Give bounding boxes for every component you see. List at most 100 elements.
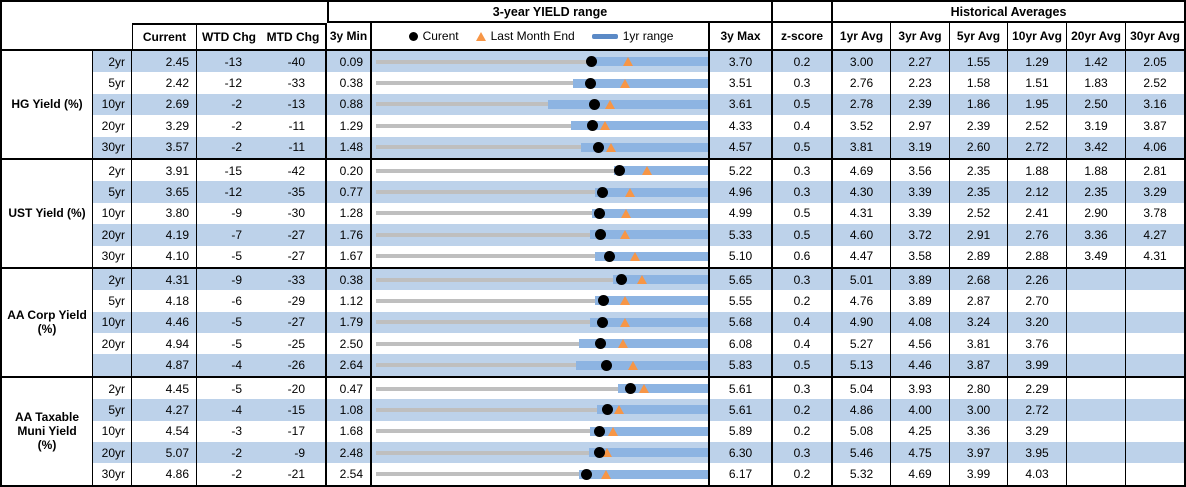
range-line-3y xyxy=(376,232,704,237)
cell-current: 4.46 xyxy=(132,311,197,334)
cell-z-score: 0.5 xyxy=(773,224,833,246)
cell-3y-max: 5.10 xyxy=(710,245,773,267)
cell-avg-10yr: 2.88 xyxy=(1008,245,1067,267)
cell-wtd-chg: -5 xyxy=(231,249,242,264)
current-marker-icon xyxy=(598,295,610,307)
cell-wtd-chg: -2 xyxy=(231,140,242,155)
cell-current: 4.27 xyxy=(132,399,197,421)
current-marker-icon xyxy=(616,274,628,286)
cell-avg-3yr: 2.97 xyxy=(891,115,950,137)
cell-avg-10yr: 1.88 xyxy=(1008,159,1067,182)
header-blank-left xyxy=(2,2,327,23)
legend-1yr-range-item: 1yr range xyxy=(591,29,673,43)
cell-avg-1yr: 5.46 xyxy=(833,442,891,464)
cell-wtd-chg: -5 xyxy=(231,381,242,396)
range-bar-1yr xyxy=(617,384,708,394)
range-bar-1yr xyxy=(597,405,708,415)
cell-3y-min: 1.79 xyxy=(327,311,372,334)
cell-3y-min: 1.29 xyxy=(327,115,372,137)
current-marker-icon xyxy=(585,77,597,89)
col-header-3y-min: 3y Min xyxy=(327,23,372,49)
cell-avg-3yr: 3.72 xyxy=(891,224,950,246)
table-row: 20yr 3.29 -2 -11 1.29 4.33 0.4 3.52 2.97 2.39 2.52… xyxy=(93,115,1184,137)
cell-z-score: 0.4 xyxy=(773,115,833,137)
section-rows: 2yr 3.91 -15 -42 0.20 5.22 0.3 4.69 3.56 2.35 1.88… xyxy=(93,159,1184,267)
cell-avg-1yr: 4.86 xyxy=(833,399,891,421)
cell-avg-3yr: 3.39 xyxy=(891,181,950,203)
range-line-3y xyxy=(376,254,704,259)
cell-z-score: 0.5 xyxy=(773,202,833,225)
cell-avg-30yr: 2.81 xyxy=(1143,163,1167,178)
cell-z-score: 0.3 xyxy=(773,181,833,203)
cell-tenor: 30yr xyxy=(93,136,132,158)
cell-mtd-chg: -27 xyxy=(262,224,327,246)
yield-section: AA Corp Yield (%) 2yr 4.31 -9 -33 0.38 5.65 0.3… xyxy=(2,266,1184,376)
cell-avg-3yr: 4.08 xyxy=(891,311,950,334)
range-bar-1yr xyxy=(590,426,708,436)
cell-avg-30yr: 4.31 xyxy=(1143,249,1167,264)
cell-avg-3yr: 2.23 xyxy=(891,72,950,94)
table-row: 2yr 4.45 -5 -20 0.47 5.61 0.3 5.04 3.93 2.80 2.29 xyxy=(93,377,1184,400)
current-marker-icon xyxy=(613,165,625,177)
cell-3y-min: 0.20 xyxy=(327,159,372,182)
cell-wtd-chg: -9 xyxy=(231,272,242,287)
cell-3y-max: 3.51 xyxy=(710,72,773,94)
range-line-3y xyxy=(376,81,704,86)
cell-avg-3yr: 3.89 xyxy=(891,268,950,291)
legend-current-item: Curent xyxy=(408,29,459,43)
cell-current: 2.42 xyxy=(132,72,197,94)
cell-avg-30yr xyxy=(1126,399,1184,420)
cell-avg-20yr xyxy=(1067,311,1126,334)
cell-avg-20yr: 2.35 xyxy=(1067,181,1126,203)
cell-wtd-chg: -2 xyxy=(231,467,242,482)
cell-avg-20yr: 3.19 xyxy=(1067,115,1126,137)
last-month-end-marker-icon xyxy=(630,251,641,261)
range-bar-1yr xyxy=(612,275,708,285)
current-marker-icon xyxy=(594,207,606,219)
cell-tenor: 5yr xyxy=(93,399,132,421)
cell-avg-10yr: 3.20 xyxy=(1008,311,1067,334)
last-month-end-marker-icon xyxy=(605,142,616,152)
cell-current: 4.10 xyxy=(132,245,197,267)
range-line-3y xyxy=(376,59,704,64)
cell-avg-5yr: 3.00 xyxy=(950,399,1008,421)
range-bar-1yr xyxy=(595,296,708,306)
cell-3y-min: 0.77 xyxy=(327,181,372,203)
cell-wtd-chg: -4 xyxy=(231,358,242,373)
cell-3y-min: 1.68 xyxy=(327,420,372,443)
table-row: 10yr 3.80 -9 -30 1.28 4.99 0.5 4.31 3.39 2.52 2.41… xyxy=(93,202,1184,225)
cell-3y-min: 1.12 xyxy=(327,290,372,312)
cell-avg-1yr: 2.78 xyxy=(833,93,891,116)
range-bar-1yr xyxy=(590,317,708,327)
range-bar-1yr xyxy=(591,208,708,218)
cell-avg-1yr: 4.30 xyxy=(833,181,891,203)
range-dash-icon xyxy=(591,33,618,39)
last-month-end-triangle-icon xyxy=(475,31,486,41)
range-line-3y xyxy=(376,341,704,346)
cell-wtd-chg: -12 xyxy=(224,185,242,200)
cell-avg-10yr: 1.95 xyxy=(1008,93,1067,116)
cell-current: 2.69 xyxy=(132,93,197,116)
cell-3y-max: 5.89 xyxy=(710,420,773,443)
cell-avg-5yr: 2.89 xyxy=(950,245,1008,267)
cell-avg-3yr: 3.58 xyxy=(891,245,950,267)
cell-current: 3.65 xyxy=(132,181,197,203)
cell-tenor: 20yr xyxy=(93,115,132,137)
cell-mtd-chg: -21 xyxy=(262,463,327,485)
cell-range-chart xyxy=(372,311,710,334)
cell-avg-1yr: 4.47 xyxy=(833,245,891,267)
range-line-3y xyxy=(376,145,704,150)
table-row: 30yr 4.10 -5 -27 1.67 5.10 0.6 4.47 3.58 2.89 2.88… xyxy=(93,245,1184,267)
cell-range-chart xyxy=(372,159,710,182)
cell-avg-10yr: 2.41 xyxy=(1008,202,1067,225)
cell-mtd-chg: -11 xyxy=(262,136,327,158)
cell-3y-max: 4.57 xyxy=(710,136,773,158)
range-bar-1yr xyxy=(571,121,708,131)
cell-avg-1yr: 4.31 xyxy=(833,202,891,225)
cell-current: 4.18 xyxy=(132,290,197,312)
cell-mtd-chg: -15 xyxy=(262,399,327,421)
cell-avg-20yr xyxy=(1067,290,1126,312)
cell-avg-20yr: 2.50 xyxy=(1067,93,1126,116)
table-row: 5yr 3.65 -12 -35 0.77 4.96 0.3 4.30 3.39 2.35 2.12… xyxy=(93,181,1184,203)
legend-current-label: Curent xyxy=(422,29,459,43)
